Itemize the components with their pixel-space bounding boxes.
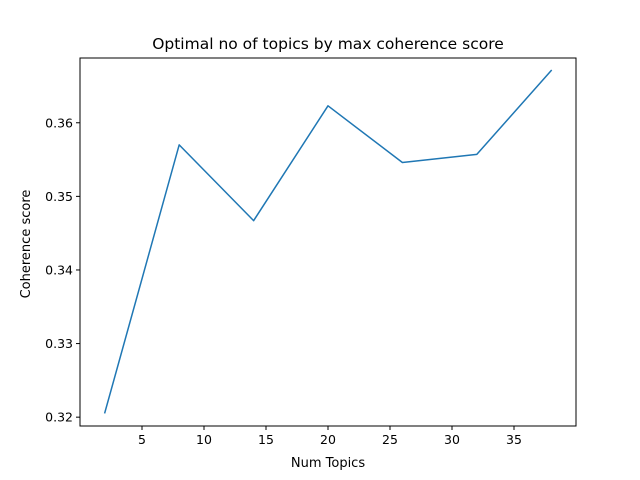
- x-tick-label-4: 25: [382, 432, 398, 447]
- x-tick-label-5: 30: [444, 432, 460, 447]
- x-tick-label-1: 10: [196, 432, 212, 447]
- y-tick-label-1: 0.33: [45, 336, 73, 351]
- x-tick-label-0: 5: [138, 432, 146, 447]
- y-tick-label-2: 0.34: [45, 262, 73, 277]
- series-line-0: [103, 69, 553, 414]
- x-axis-label: Num Topics: [291, 456, 365, 471]
- y-tick-label-3: 0.35: [45, 189, 73, 204]
- chart-title: Optimal no of topics by max coherence sc…: [152, 35, 504, 53]
- y-tick-label-4: 0.36: [45, 115, 73, 130]
- x-tick-label-2: 15: [258, 432, 274, 447]
- plot-area: 5 10 15 20 25 30 35 0.32 0.33 0.34 0.35 0.36: [45, 57, 577, 447]
- y-axis-label: Coherence score: [19, 190, 34, 299]
- x-tick-label-6: 35: [506, 432, 522, 447]
- y-tick-label-0: 0.32: [45, 410, 73, 425]
- x-tick-label-3: 20: [320, 432, 336, 447]
- axes-frame: [79, 57, 577, 427]
